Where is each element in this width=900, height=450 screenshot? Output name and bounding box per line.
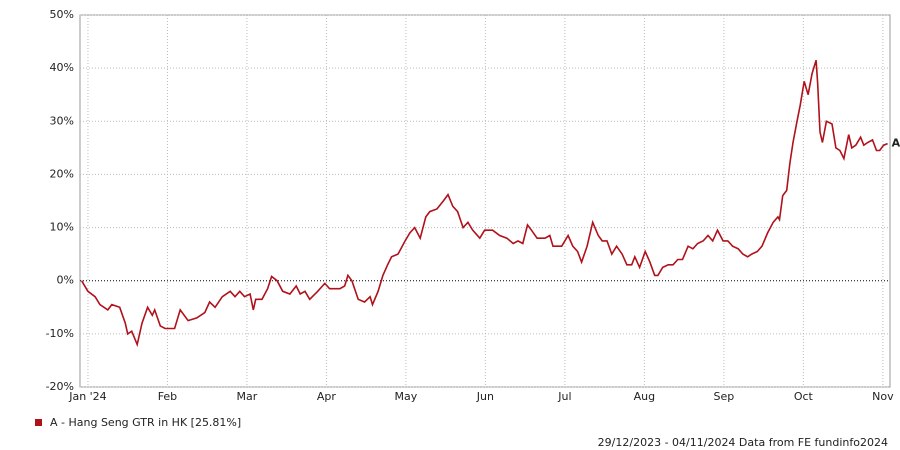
y-tick-label: 20% [50,167,74,180]
series-line [80,59,888,348]
x-tick-label: Nov [872,390,894,403]
footer: 29/12/2023 - 04/11/2024 Data from FE fun… [598,436,888,449]
x-tick-label: May [395,390,418,403]
x-tick-label: Aug [634,390,655,403]
legend-swatch [35,419,42,426]
y-tick-label: 10% [50,221,74,234]
y-tick-label: 0% [57,274,74,287]
y-tick-label: -20% [46,380,74,393]
end-label: A [892,137,900,150]
x-tick-label: Jun [476,390,494,403]
x-tick-label: Jul [557,390,571,403]
x-tick-label: Jan '24 [68,390,106,403]
x-tick-label: Oct [794,390,814,403]
x-tick-label: Feb [158,390,177,403]
y-tick-label: 40% [50,61,74,74]
x-tick-label: Mar [237,390,258,403]
x-tick-label: Apr [317,390,337,403]
x-tick-label: Sep [713,390,734,403]
y-tick-label: 50% [50,8,74,21]
y-tick-label: 30% [50,114,74,127]
y-tick-label: -10% [46,327,74,340]
legend-label: A - Hang Seng GTR in HK [25.81%] [50,416,241,429]
